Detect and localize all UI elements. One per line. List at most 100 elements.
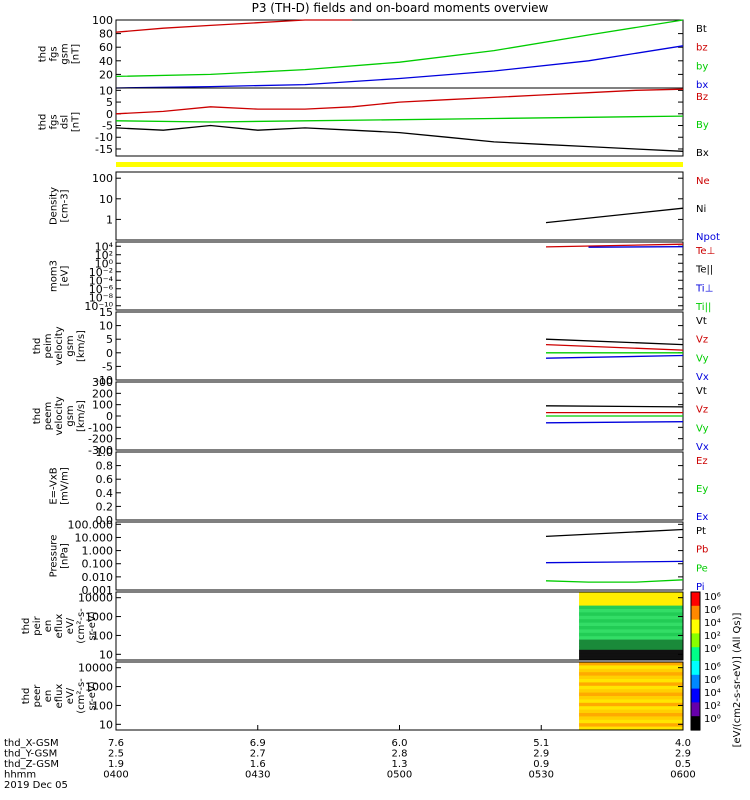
y-tick-label: 10⁻⁶ (89, 283, 114, 296)
series-bt (115, 19, 353, 33)
legend-Bz: Bz (696, 92, 708, 103)
spectrogram-cell (579, 692, 683, 697)
spectrogram-cell (579, 619, 683, 624)
y-axis-label-line: [nPa] (60, 543, 71, 569)
series-Bx (115, 124, 684, 152)
y-tick-label: 0.010 (82, 571, 114, 584)
y-tick-label: 10000 (78, 592, 113, 605)
colorbar-segment (691, 661, 700, 676)
y-axis-label: thdfgsgsm[nT] (38, 43, 82, 64)
series-Vx (545, 421, 684, 424)
y-axis-label-line: eflux (54, 684, 65, 709)
y-tick-label: -300 (88, 444, 113, 457)
y-tick-label: 200 (92, 387, 113, 400)
legend-Vt: Vt (696, 386, 707, 397)
series-Te (545, 243, 684, 248)
colorbar-segment (691, 716, 700, 731)
y-tick-label: 1.000 (82, 545, 114, 558)
plot-title: P3 (TH-D) fields and on-board moments ov… (252, 1, 549, 15)
y-axis-label-line: en (43, 620, 54, 633)
colorbar-segment (691, 702, 700, 717)
legend-bz: bz (696, 43, 708, 54)
y-axis-label-line: peer (32, 684, 43, 708)
legend-Npot: Npot (696, 232, 720, 243)
y-axis-label: thdpeemvelocitygsm[km/s] (32, 396, 87, 435)
colorbar-segment (691, 592, 700, 607)
y-tick-label: 15 (99, 306, 113, 319)
series-Ni (545, 207, 684, 224)
x-row-label: thd_X-GSM (4, 738, 59, 749)
x-row-value: 1.6 (250, 759, 266, 770)
panel-efield: 1.00.80.60.40.20.0 E=-VxB[mV/m] Ez Ey Ex (49, 446, 709, 527)
spectrogram-cell (579, 609, 683, 613)
x-row-value: 0600 (670, 770, 695, 781)
y-tick-label: 1000 (85, 681, 113, 694)
colorbar-label: [eV/(cm2-s-sr-eV)] (All Qs)] (732, 612, 743, 747)
panel-peer: 10000100010010thdpeerenefluxeV/(cm²-s-sr… (21, 661, 684, 731)
y-axis-label-line: [nT] (71, 112, 82, 132)
y-axis-label-line: [cm-3] (60, 189, 71, 222)
colorbar-tick-label: 10² (704, 701, 721, 712)
status-bar (116, 162, 683, 167)
series-Pe (545, 579, 684, 583)
y-axis-label: mom3[eV] (49, 260, 71, 292)
x-axis-labels: thd_X-GSM 7.6 6.9 6.0 5.1 4.0 thd_Y-GSM 2.5 2.7 2… (4, 725, 696, 791)
spectrogram-cell (579, 649, 683, 654)
spectrogram-cell (579, 689, 683, 694)
y-axis-label: thdpeirenefluxeV/(cm²-s-sr-eV) (21, 608, 98, 644)
y-tick-label: -100 (88, 421, 113, 434)
y-tick-label: 0.8 (96, 460, 114, 473)
x-row-value: 5.1 (533, 738, 549, 749)
spectrogram-cell (579, 629, 683, 634)
series-Vx (545, 354, 684, 359)
y-axis-label-line: [km/s] (76, 400, 87, 432)
x-row-value: 1.9 (108, 759, 124, 770)
y-axis-label-line: fgs (49, 46, 60, 61)
y-axis-label-line: thd (32, 338, 43, 355)
colorbar-segment (691, 605, 700, 621)
y-tick-label: 0.100 (82, 558, 114, 571)
spectrogram-peer (579, 662, 683, 731)
y-axis-label-line: sr-eV) (87, 611, 98, 640)
y-tick-label: 10⁻² (89, 266, 113, 279)
x-row-value: 2.8 (392, 749, 408, 760)
colorbar-tick-label: 10⁰ (704, 644, 721, 655)
spectrogram-cell (579, 632, 683, 637)
spectrogram-cell (579, 716, 683, 721)
y-tick-label: 0 (106, 108, 113, 121)
y-axis-label-line: eflux (54, 614, 65, 639)
colorbar-tick-label: 10⁶ (704, 605, 721, 616)
panel-frame (115, 19, 684, 89)
spectrogram-peir (579, 592, 683, 661)
y-tick-label: 40 (99, 55, 113, 68)
y-axis-label-line: peim (43, 333, 54, 358)
x-row-value: 2.9 (533, 749, 549, 760)
legend-Vx: Vx (696, 372, 709, 383)
colorbar-tick-label: 10⁴ (704, 688, 721, 699)
x-axis-date: 2019 Dec 05 (4, 780, 68, 791)
legend-By: By (696, 120, 709, 131)
legend-Vy: Vy (696, 353, 709, 364)
y-axis-label: Density[cm-3] (49, 187, 71, 225)
y-tick-label: 0.001 (82, 584, 114, 597)
x-row-value: 2.9 (675, 749, 691, 760)
panel-peem-velocity: 3002001000-100-200-300thdpeemvelocitygsm… (32, 376, 709, 457)
y-tick-label: 10⁻¹⁰ (84, 300, 113, 313)
y-tick-label: 1.0 (96, 446, 114, 459)
y-axis-label-line: dsl (60, 115, 71, 129)
y-tick-label: -200 (88, 433, 113, 446)
spectrogram-cell (579, 602, 683, 607)
y-tick-label: 10² (95, 249, 113, 262)
x-row-value: 4.0 (675, 738, 691, 749)
spectrogram-cell (579, 709, 683, 714)
y-axis-label: thdpeimvelocitygsm[km/s] (32, 326, 87, 365)
series-By (115, 115, 684, 123)
y-axis-label-line: E=-VxB (49, 467, 60, 504)
legend-Ez: Ez (696, 456, 708, 467)
legend-Vy: Vy (696, 423, 709, 434)
x-row-value: 2.7 (250, 749, 266, 760)
y-tick-label: 0.0 (96, 514, 114, 527)
y-tick-label: 1 (106, 213, 113, 226)
